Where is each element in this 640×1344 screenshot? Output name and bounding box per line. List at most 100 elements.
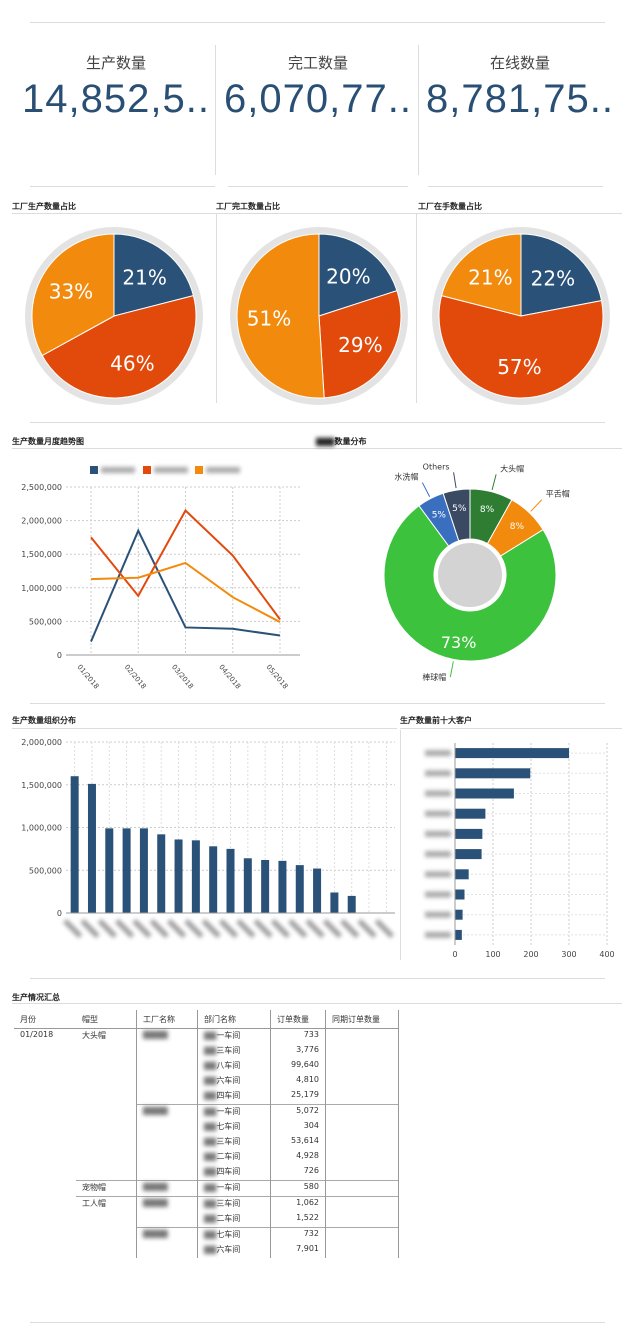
pie-title-production: 工厂生产数量占比 [12,202,76,211]
header-hat-type[interactable]: 帽型 [76,1010,137,1029]
line-chart-title: 生产数量月度趋势图 [12,437,84,446]
x-tick-label: 03/2018 [170,663,195,690]
pie-slice-label: 46% [110,351,154,375]
bar [313,868,322,913]
cell-month [14,1074,76,1089]
header-month[interactable]: 月份 [14,1010,76,1029]
cell-prior-qty [325,1074,399,1089]
cell-order-qty: 580 [270,1180,326,1197]
y-tick-label-redacted [425,810,451,817]
redacted-text: ▇▇ [204,1031,217,1040]
table-row: ▇▇▇▇ ▇▇一车间 5,072 [14,1104,399,1120]
top-divider [30,22,605,23]
y-tick-label: 1,500,000 [21,781,62,790]
x-tick-label: 400 [599,950,614,959]
cell-prior-qty [325,1089,399,1105]
cell-prior-qty [325,1044,399,1059]
redacted-text: ▇▇ [204,1076,217,1085]
table-row: 宠物帽 ▇▇▇▇ ▇▇一车间 580 [14,1180,399,1197]
bar-chart-title: 生产数量组织分布 [12,716,76,725]
x-tick-label: 04/2018 [217,663,242,690]
cell-month [14,1059,76,1074]
pie-slice-label: 21% [122,265,166,289]
x-tick-label-redacted [357,919,377,939]
y-tick-label: 2,000,000 [21,517,62,526]
redacted-text: ▇▇▇ [316,437,335,446]
donut-slice-label: 8% [480,505,495,515]
y-tick-label-redacted [425,851,451,858]
cell-hat-type [76,1243,137,1258]
kpi-divider [215,45,216,175]
leader-line [453,472,457,489]
pie-slice-label: 29% [338,333,382,357]
kpi-value: 14,852,5.. [22,77,210,121]
pie-slice [318,290,402,399]
x-tick-label-redacted [184,919,204,939]
x-tick-label-redacted [236,919,256,939]
table-title: 生产情况汇总 [12,993,60,1002]
y-tick-label: 500,000 [29,617,62,626]
cell-month [14,1181,76,1197]
x-tick-label-redacted [270,919,291,939]
y-tick-label: 0 [57,909,62,918]
y-tick-label: 2,500,000 [21,483,62,492]
cell-prior-qty [325,1104,399,1120]
cell-order-qty: 25,179 [270,1089,326,1105]
bar [139,828,148,913]
header-dept[interactable]: 部门名称 [197,1010,271,1029]
bar [455,909,463,920]
redacted-text: ▇▇ [204,1122,217,1131]
divider [30,978,605,979]
pie-slice-label: 22% [531,266,575,290]
pie-chart-production: 21% 46% 33% [25,227,203,405]
divider [12,728,397,729]
summary-table: 月份 帽型 工厂名称 部门名称 订单数量 同期订单数量 01/2018 大头帽 ▇▇… [14,1010,399,1258]
cell-order-qty: 4,810 [270,1074,326,1089]
legend [90,466,240,474]
leader-line [491,474,497,490]
cell-prior-qty [325,1135,399,1150]
donut-slice [383,505,557,662]
divider [30,186,215,187]
cell-month [14,1150,76,1165]
cell-factory [136,1074,198,1089]
table-row: ▇▇八车间 99,640 [14,1059,399,1074]
y-tick-label: 0 [57,651,62,660]
bar [105,828,114,913]
donut-title-text: 数量分布 [334,437,367,446]
donut-slice-label: 73% [441,633,477,652]
cell-hat-type [76,1135,137,1150]
bar [330,892,339,913]
bar [455,869,469,880]
y-tick-label: 2,000,000 [21,738,62,747]
redacted-text: ▇▇ [204,1167,217,1176]
pie-slice [31,233,115,357]
bar [70,776,79,913]
cell-order-qty: 53,614 [270,1135,326,1150]
bar [455,768,531,779]
cell-hat-type [76,1228,137,1244]
donut-slices: 8% 大头帽 8% 平舌帽 73% 棒球帽 5% 水洗帽 5% Others [383,462,570,682]
pie-slice [318,233,398,317]
cell-order-qty: 304 [270,1120,326,1135]
legend-swatch [90,466,98,474]
divider [30,703,605,704]
y-tick-label-redacted [425,911,451,918]
kpi-divider [418,45,419,175]
table-row: ▇▇六车间 7,901 [14,1243,399,1258]
cell-dept: ▇▇六车间 [197,1074,271,1089]
bar-series: 0 100 200 300 400 [425,743,615,959]
cell-hat-type: 大头帽 [82,1031,106,1040]
header-factory[interactable]: 工厂名称 [136,1010,198,1029]
bar [455,808,486,819]
pie-title-inhand: 工厂在手数量占比 [418,202,482,211]
cell-prior-qty [325,1212,399,1228]
pie-slice [520,233,603,317]
cell-order-qty: 733 [270,1028,326,1044]
cell-factory [136,1059,198,1074]
legend-label-redacted [101,467,135,473]
cell-dept: ▇▇二车间 [197,1212,271,1228]
header-prior-qty[interactable]: 同期订单数量 [325,1010,399,1029]
header-order-qty[interactable]: 订单数量 [270,1010,326,1029]
cell-order-qty: 1,522 [270,1212,326,1228]
